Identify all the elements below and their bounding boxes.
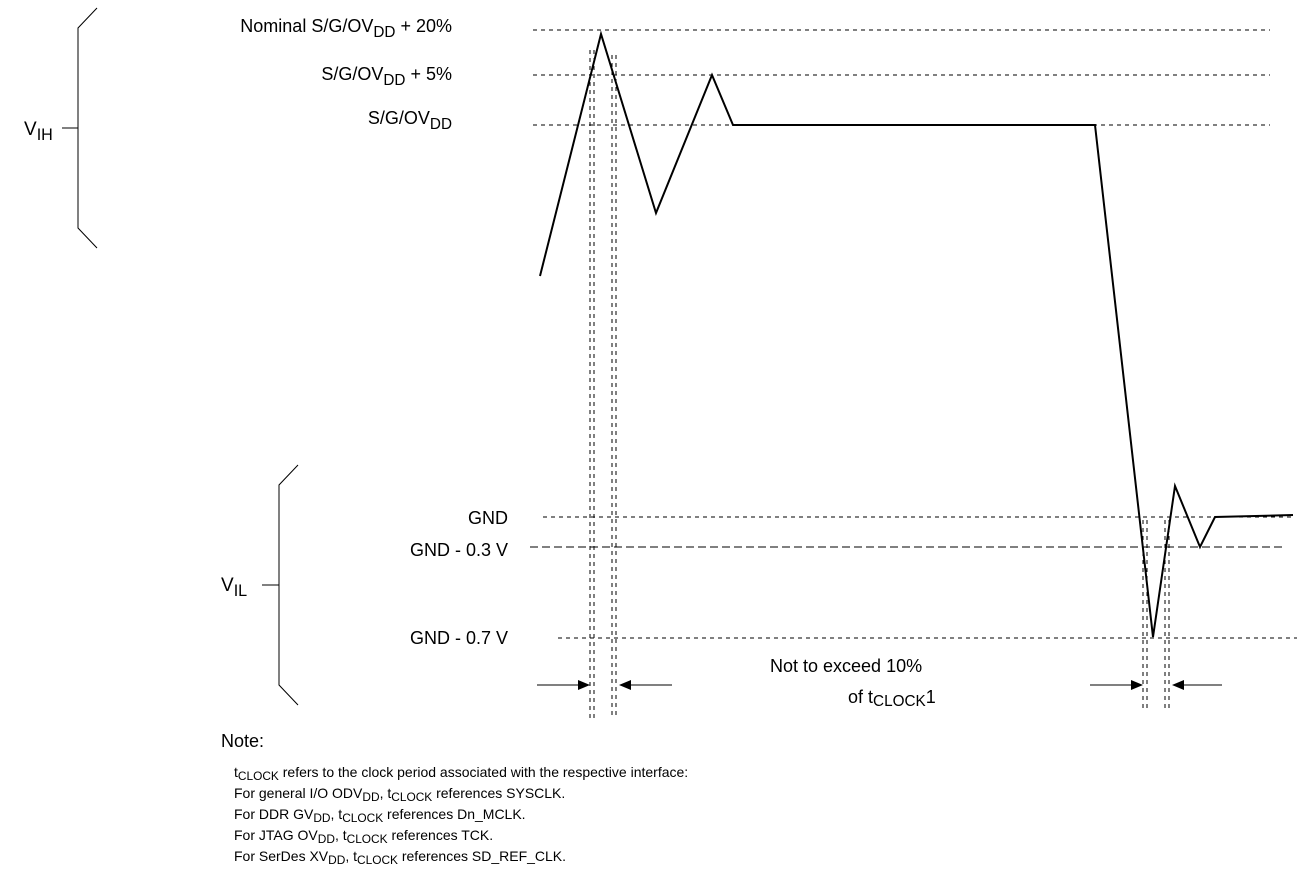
vih-label: VIH	[24, 119, 53, 144]
level-label-supply: S/G/OVDD	[368, 108, 452, 133]
level-label-plus5: S/G/OVDD + 5%	[321, 64, 452, 89]
level-label-nominal-plus20: Nominal S/G/OVDD + 20%	[240, 16, 452, 41]
arrow-left-head-2	[1131, 680, 1143, 690]
note-line-4: For JTAG OVDD, tCLOCK references TCK.	[234, 827, 493, 846]
note-title: Note:	[221, 731, 264, 751]
arrow-right-head	[619, 680, 631, 690]
note-line-5: For SerDes XVDD, tCLOCK references SD_RE…	[234, 848, 566, 867]
arrow-left-head	[578, 680, 590, 690]
level-label-gnd-minus-03: GND - 0.3 V	[410, 540, 508, 560]
signal-waveform	[539, 30, 1294, 638]
note-line-3: For DDR GVDD, tCLOCK references Dn_MCLK.	[234, 806, 526, 825]
vil-label: VIL	[221, 575, 247, 600]
vil-bracket	[278, 464, 299, 706]
level-label-gnd-minus-07: GND - 0.7 V	[410, 628, 508, 648]
vih-bracket	[77, 7, 98, 249]
note-line-2: For general I/O ODVDD, tCLOCK references…	[234, 785, 565, 804]
annotation-line1: Not to exceed 10%	[770, 656, 922, 676]
note-line-1: tCLOCK refers to the clock period associ…	[234, 764, 688, 783]
arrow-right-head-2	[1172, 680, 1184, 690]
annotation-line2: of tCLOCK1	[848, 687, 936, 710]
level-label-gnd: GND	[468, 508, 508, 528]
